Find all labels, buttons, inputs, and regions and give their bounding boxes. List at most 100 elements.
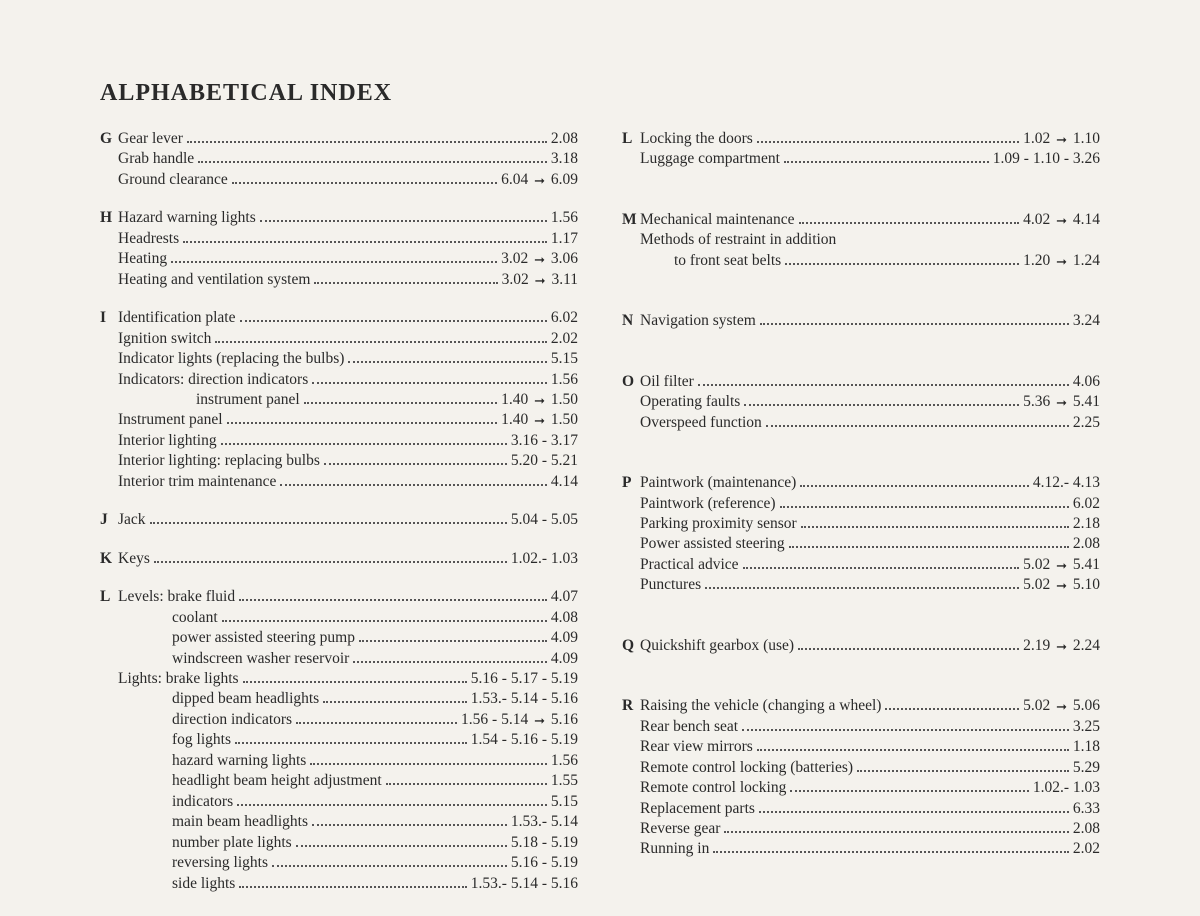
- index-entry: Rear bench seat3.25: [622, 717, 1100, 737]
- leader-dots: [296, 711, 457, 723]
- leader-dots: [742, 718, 1069, 730]
- leader-dots: [240, 310, 547, 322]
- entry-page: 5.15: [551, 792, 578, 812]
- section-letter: L: [100, 587, 118, 607]
- entry-page: 2.02: [551, 329, 578, 349]
- leader-dots: [386, 773, 547, 785]
- leader-dots: [235, 732, 467, 744]
- index-entry: windscreen washer reservoir 4.09: [100, 649, 578, 669]
- entry-label: windscreen washer reservoir: [172, 649, 349, 669]
- entry-label: Methods of restraint in addition: [640, 230, 836, 250]
- entry-label: Power assisted steering: [640, 534, 785, 554]
- entry-page: 1.20 ➞ 1.24: [1023, 251, 1100, 271]
- arrow-icon: ➞: [1056, 394, 1067, 411]
- leader-dots: [784, 151, 989, 163]
- entry-label: side lights: [172, 874, 235, 894]
- entry-label: Navigation system: [640, 311, 756, 331]
- index-entry: Instrument panel1.40 ➞ 1.50: [100, 410, 578, 430]
- index-entry: Lights: brake lights5.16 - 5.17 - 5.19: [100, 669, 578, 689]
- leader-dots: [310, 752, 547, 764]
- entry-page: 5.29: [1073, 758, 1100, 778]
- index-section: OOil filter4.06Operating faults5.36 ➞ 5.…: [622, 372, 1100, 433]
- entry-page: 6.33: [1073, 799, 1100, 819]
- index-entry: Remote control locking (batteries)5.29: [622, 758, 1100, 778]
- left-column: GGear lever2.08Grab handle3.18Ground cle…: [100, 129, 578, 912]
- section-letter: G: [100, 129, 118, 149]
- entry-label: power assisted steering pump: [172, 628, 355, 648]
- index-entry: instrument panel1.40 ➞ 1.50: [100, 390, 578, 410]
- index-entry: Remote control locking1.02.- 1.03: [622, 778, 1100, 798]
- entry-label: Indicator lights (replacing the bulbs): [118, 349, 344, 369]
- index-entry: Rear view mirrors1.18: [622, 737, 1100, 757]
- index-entry: Paintwork (reference) 6.02: [622, 494, 1100, 514]
- entry-label: Mechanical maintenance: [640, 210, 795, 230]
- arrow-icon: ➞: [534, 712, 545, 729]
- leader-dots: [724, 821, 1068, 833]
- entry-page: 6.02: [1073, 494, 1100, 514]
- entry-label: Lights: brake lights: [118, 669, 239, 689]
- section-letter: N: [622, 311, 640, 331]
- entry-label: Hazard warning lights: [118, 208, 256, 228]
- leader-dots: [698, 373, 1069, 385]
- entry-label: dipped beam headlights: [172, 689, 319, 709]
- index-entry: HHazard warning lights1.56: [100, 208, 578, 228]
- entry-page: 4.09: [551, 649, 578, 669]
- entry-page: 5.02 ➞ 5.41: [1023, 555, 1100, 575]
- leader-dots: [243, 671, 467, 683]
- index-section: HHazard warning lights1.56Headrests1.17H…: [100, 208, 578, 290]
- entry-page: 5.16 - 5.19: [511, 853, 578, 873]
- entry-label: Overspeed function: [640, 413, 762, 433]
- index-entry: Punctures5.02 ➞ 5.10: [622, 575, 1100, 595]
- leader-dots: [171, 251, 497, 263]
- entry-label: Running in: [640, 839, 709, 859]
- leader-dots: [314, 271, 497, 283]
- index-entry: KKeys1.02.- 1.03: [100, 549, 578, 569]
- entry-page: 4.06: [1073, 372, 1100, 392]
- leader-dots: [239, 875, 467, 887]
- entry-label: Gear lever: [118, 129, 183, 149]
- entry-page: 5.15: [551, 349, 578, 369]
- leader-dots: [215, 330, 546, 342]
- entry-page: 2.25: [1073, 413, 1100, 433]
- index-entry: Ignition switch2.02: [100, 329, 578, 349]
- index-entry: Overspeed function 2.25: [622, 413, 1100, 433]
- arrow-icon: ➞: [1056, 638, 1067, 655]
- entry-page: 1.18: [1073, 737, 1100, 757]
- arrow-icon: ➞: [1056, 131, 1067, 148]
- entry-page: 2.18: [1073, 514, 1100, 534]
- entry-page: 4.07: [551, 587, 578, 607]
- arrow-icon: ➞: [1056, 557, 1067, 574]
- entry-page: 3.02 ➞ 3.11: [502, 270, 578, 290]
- entry-label: Interior lighting: [118, 431, 217, 451]
- index-entry: NNavigation system3.24: [622, 311, 1100, 331]
- index-entry: main beam headlights1.53.- 5.14: [100, 812, 578, 832]
- index-entry: dipped beam headlights1.53.- 5.14 - 5.16: [100, 689, 578, 709]
- leader-dots: [239, 589, 547, 601]
- arrow-icon: ➞: [534, 392, 545, 409]
- index-entry: Headrests1.17: [100, 229, 578, 249]
- entry-page: 5.02 ➞ 5.10: [1023, 575, 1100, 595]
- entry-page: 3.02 ➞ 3.06: [501, 249, 578, 269]
- arrow-icon: ➞: [535, 272, 546, 289]
- entry-label: hazard warning lights: [172, 751, 306, 771]
- index-entry: LLevels: brake fluid4.07: [100, 587, 578, 607]
- entry-label: Paintwork (reference): [640, 494, 776, 514]
- index-section: JJack5.04 - 5.05: [100, 510, 578, 530]
- entry-page: 1.56: [551, 751, 578, 771]
- entry-label: coolant: [172, 608, 218, 628]
- index-entry: Indicator lights (replacing the bulbs) 5.…: [100, 349, 578, 369]
- entry-page: 3.18: [551, 149, 578, 169]
- index-entry: Reverse gear2.08: [622, 819, 1100, 839]
- arrow-icon: ➞: [534, 251, 545, 268]
- entry-label: headlight beam height adjustment: [172, 771, 382, 791]
- index-section: PPaintwork (maintenance)4.12.- 4.13Paint…: [622, 473, 1100, 596]
- index-columns: GGear lever2.08Grab handle3.18Ground cle…: [100, 129, 1100, 912]
- entry-page: 1.56: [551, 370, 578, 390]
- entry-label: Jack: [118, 510, 146, 530]
- leader-dots: [743, 557, 1020, 569]
- leader-dots: [759, 800, 1069, 812]
- entry-page: 1.55: [551, 771, 578, 791]
- arrow-icon: ➞: [534, 172, 545, 189]
- right-column: LLocking the doors1.02 ➞ 1.10Luggage com…: [622, 129, 1100, 912]
- entry-label: main beam headlights: [172, 812, 308, 832]
